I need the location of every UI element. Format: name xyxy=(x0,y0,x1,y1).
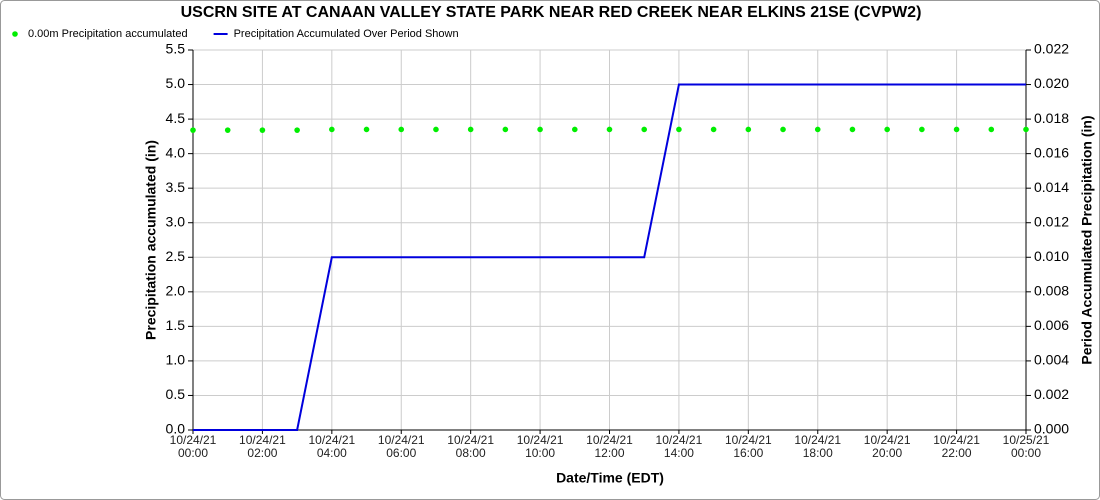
y-tick-label: 1.5 xyxy=(166,317,186,333)
data-point xyxy=(467,126,474,133)
data-point xyxy=(537,126,543,133)
legend-label: Precipitation Accumulated Over Period Sh… xyxy=(234,28,459,40)
x-tick-label: 10/24/21 08:00 xyxy=(447,433,495,460)
x-axis-title: Date/Time (EDT) xyxy=(556,470,664,486)
data-point xyxy=(953,126,960,133)
data-point xyxy=(884,126,890,133)
data-point xyxy=(710,126,717,133)
y2-tick-label: 0.016 xyxy=(1034,144,1069,160)
legend-marker xyxy=(12,31,18,37)
x-tick-label: 10/24/21 14:00 xyxy=(655,433,703,460)
y2-tick-label: 0.010 xyxy=(1034,248,1069,264)
y2-axis-title: Period Accumulated Precipitation (in) xyxy=(1079,115,1095,364)
y2-tick-label: 0.002 xyxy=(1034,386,1069,402)
data-point xyxy=(641,126,648,133)
y-axis-title: Precipitation accumulated (in) xyxy=(143,140,159,340)
y-tick-label: 2.0 xyxy=(166,283,186,299)
data-point xyxy=(571,126,578,133)
y2-tick-label: 0.008 xyxy=(1034,283,1069,299)
x-tick-label: 10/25/21 00:00 xyxy=(1002,433,1050,460)
x-tick-label: 10/24/21 06:00 xyxy=(377,433,425,460)
data-point xyxy=(988,126,995,133)
y2-tick-label: 0.006 xyxy=(1034,317,1069,333)
chart-title: USCRN SITE AT CANAAN VALLEY STATE PARK N… xyxy=(181,4,922,21)
data-point xyxy=(433,126,439,133)
y2-tick-label: 0.012 xyxy=(1034,213,1069,229)
data-point xyxy=(745,126,752,133)
data-point xyxy=(502,126,509,133)
y2-tick-label: 0.022 xyxy=(1034,41,1069,57)
data-point xyxy=(780,126,786,133)
y2-tick-label: 0.014 xyxy=(1034,179,1069,195)
axis-lines xyxy=(192,50,1027,431)
data-point xyxy=(398,126,405,133)
data-point xyxy=(814,126,821,133)
data-point xyxy=(1023,126,1029,133)
x-tick-label: 10/24/21 18:00 xyxy=(794,433,842,460)
data-point xyxy=(676,126,682,133)
legend-label: 0.00m Precipitation accumulated xyxy=(28,28,188,40)
x-tick-label: 10/24/21 16:00 xyxy=(724,433,772,460)
y-tick-label: 3.0 xyxy=(166,213,186,229)
x-tick-label: 10/24/21 12:00 xyxy=(586,433,633,460)
data-point xyxy=(849,126,856,133)
y2-tick-label: 0.020 xyxy=(1034,75,1069,91)
data-point xyxy=(259,127,266,133)
data-line xyxy=(193,83,1026,431)
y-tick-label: 5.0 xyxy=(166,75,186,91)
x-tick-label: 10/24/21 02:00 xyxy=(239,433,286,460)
data-point xyxy=(190,127,196,133)
x-tick-label: 10/24/21 00:00 xyxy=(169,433,217,460)
y-tick-label: 4.0 xyxy=(166,144,186,160)
y-tick-label: 3.5 xyxy=(166,179,186,195)
y-tick-label: 4.5 xyxy=(166,110,186,126)
y-tick-label: 0.0 xyxy=(166,421,186,437)
data-point xyxy=(606,126,613,133)
data-point xyxy=(224,127,231,133)
data-point xyxy=(329,126,335,133)
y-tick-label: 1.0 xyxy=(166,352,186,368)
y-tick-label: 0.5 xyxy=(166,386,186,402)
x-tick-label: 10/24/21 10:00 xyxy=(516,433,564,460)
y2-tick-label: 0.018 xyxy=(1034,110,1069,126)
x-tick-label: 10/24/21 04:00 xyxy=(308,433,356,460)
x-tick-label: 10/24/21 22:00 xyxy=(933,433,980,460)
data-point xyxy=(294,127,300,133)
y-tick-label: 2.5 xyxy=(166,248,186,264)
y-tick-label: 5.5 xyxy=(166,41,186,57)
data-point xyxy=(363,126,370,133)
data-point xyxy=(919,126,925,133)
y2-tick-label: 0.004 xyxy=(1034,352,1069,368)
y2-tick-label: 0.000 xyxy=(1034,421,1069,437)
x-tick-label: 10/24/21 20:00 xyxy=(863,433,911,460)
